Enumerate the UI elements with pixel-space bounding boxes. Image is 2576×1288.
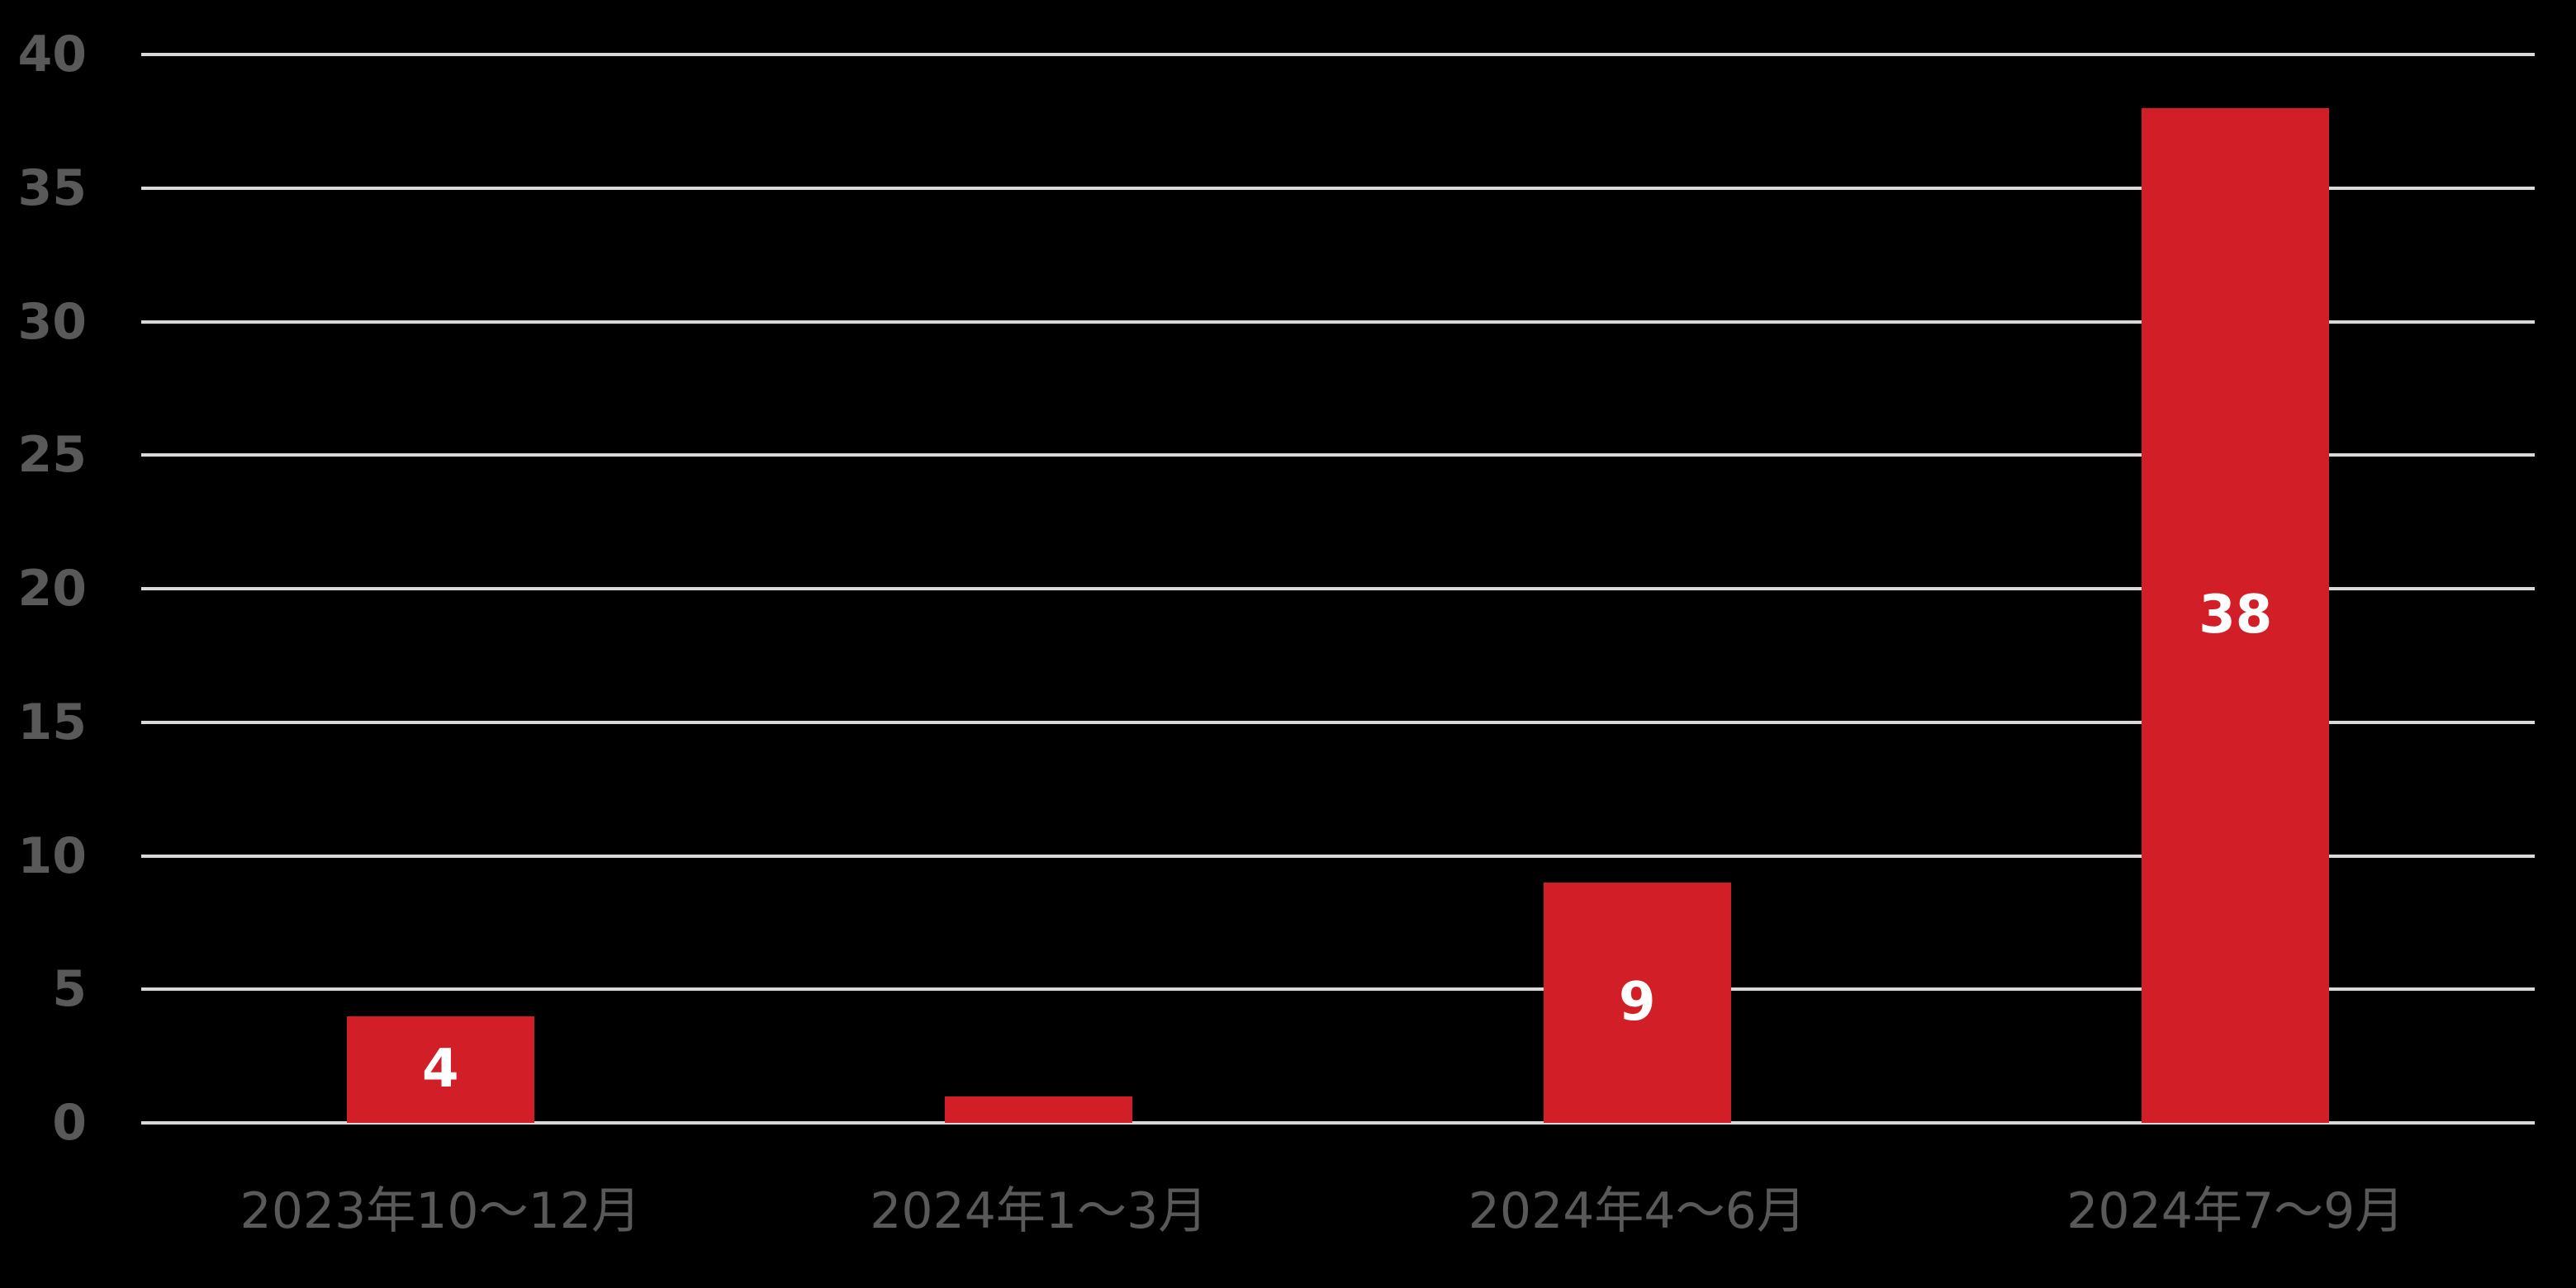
x-category-label-3: 2024年4～6月 [1468,1182,1806,1240]
gridline-y-35 [141,186,2535,190]
gridline-y-10 [141,854,2535,858]
bar-data-label-4: 38 [2199,585,2273,646]
bar-1 [346,1016,534,1123]
gridline-y-15 [141,720,2535,724]
x-category-label-2: 2024年1～3月 [870,1182,1208,1240]
bar-data-label-1: 4 [421,1039,459,1101]
y-tick-label-35: 35 [17,159,88,217]
y-tick-label-10: 10 [17,826,88,885]
y-tick-label-25: 25 [17,426,88,485]
gridline-y-0 [141,1121,2535,1125]
gridline-y-30 [141,320,2535,324]
bar-data-label-3: 9 [1618,972,1656,1034]
gridline-y-40 [141,53,2535,56]
y-tick-label-0: 0 [52,1094,87,1152]
bar-4 [2142,107,2330,1123]
y-tick-label-15: 15 [17,693,88,751]
y-tick-label-40: 40 [17,26,88,83]
bar-2 [945,1096,1133,1123]
x-category-label-1: 2023年10～12月 [240,1182,641,1240]
bar-3 [1543,882,1731,1123]
y-tick-label-30: 30 [17,292,88,351]
x-category-label-4: 2024年7～9月 [2066,1182,2405,1240]
gridline-y-20 [141,587,2535,590]
y-tick-label-20: 20 [17,560,88,618]
gridline-y-5 [141,987,2535,992]
gridline-y-25 [141,453,2535,457]
y-tick-label-5: 5 [52,960,87,1019]
